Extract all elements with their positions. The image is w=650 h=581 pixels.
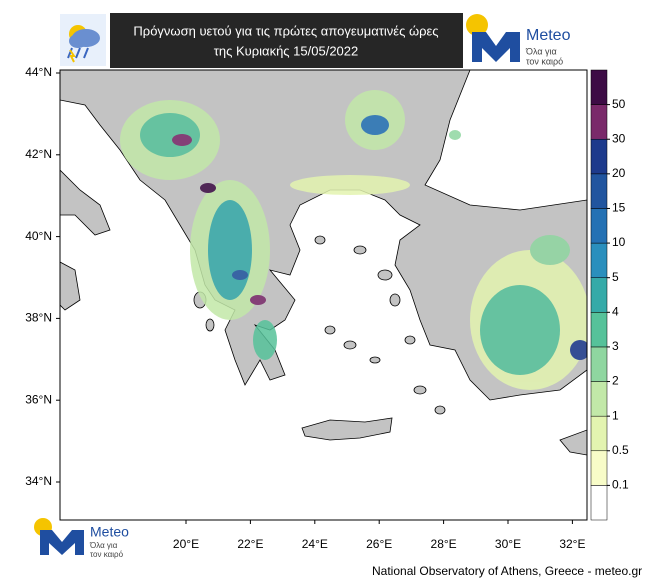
title-line: της Κυριακής 15/05/2022	[214, 43, 359, 58]
lat-tick-label: 40°N	[25, 229, 52, 243]
colorbar-band	[590, 173, 608, 209]
colorbar-band	[590, 485, 608, 521]
lon-tick-label: 32°E	[559, 537, 585, 551]
colorbar-label: 5	[612, 270, 619, 284]
colorbar-band	[590, 208, 608, 244]
title-box	[110, 13, 463, 68]
colorbar-band	[590, 277, 608, 313]
lon-tick-label: 28°E	[431, 537, 457, 551]
lon-tick-label: 22°E	[237, 537, 263, 551]
lon-tick-label: 26°E	[366, 537, 392, 551]
colorbar-label: 0.5	[612, 443, 629, 457]
colorbar-band	[590, 312, 608, 348]
colorbar-band	[590, 69, 608, 105]
colorbar-label: 50	[612, 97, 626, 111]
lat-tick-label: 34°N	[25, 474, 52, 488]
logo-tagline: τον καιρό	[90, 550, 124, 559]
logo-name: Meteo	[90, 524, 129, 540]
logo-tagline: τον καιρό	[526, 56, 563, 66]
colorbar-label: 0.1	[612, 478, 629, 492]
logo: Meteo Όλα για τον καιρό	[466, 14, 571, 66]
logo-tagline: Όλα για	[525, 46, 557, 56]
colorbar-label: 20	[612, 166, 626, 180]
colorbar-label: 1	[612, 408, 619, 422]
footer: National Observatory of Athens, Greece -…	[372, 564, 642, 578]
colorbar-band	[590, 415, 608, 452]
logo-name: Meteo	[526, 27, 571, 44]
colorbar-label: 15	[612, 201, 626, 215]
colorbar-label: 10	[612, 235, 626, 249]
lat-tick-label: 36°N	[25, 392, 52, 406]
lon-tick-label: 20°E	[173, 537, 199, 551]
colorbar-band	[590, 450, 608, 486]
title-line: Πρόγνωση υετού για τις πρώτες απογευματι…	[133, 23, 438, 38]
logo-tagline: Όλα για	[89, 541, 118, 550]
map	[60, 70, 587, 520]
colorbar-band	[590, 381, 608, 417]
lat-tick-label: 44°N	[25, 65, 52, 79]
map-frame	[59, 69, 588, 521]
lon-tick-label: 30°E	[495, 537, 521, 551]
logo: Meteo Όλα για τον καιρό	[34, 518, 129, 559]
colorbar-band	[590, 242, 608, 278]
lat-tick-label: 42°N	[25, 147, 52, 161]
colorbar-label: 4	[612, 304, 619, 318]
colorbar-label: 2	[612, 374, 619, 388]
weather-icon	[60, 14, 106, 66]
colorbar-label: 30	[612, 131, 626, 145]
colorbar-band	[590, 104, 608, 140]
lon-tick-label: 24°E	[302, 537, 328, 551]
colorbar-band	[590, 346, 608, 382]
colorbar-band	[590, 138, 608, 175]
lat-tick-label: 38°N	[25, 311, 52, 325]
precipitation	[120, 90, 587, 390]
colorbar-label: 3	[612, 339, 619, 353]
